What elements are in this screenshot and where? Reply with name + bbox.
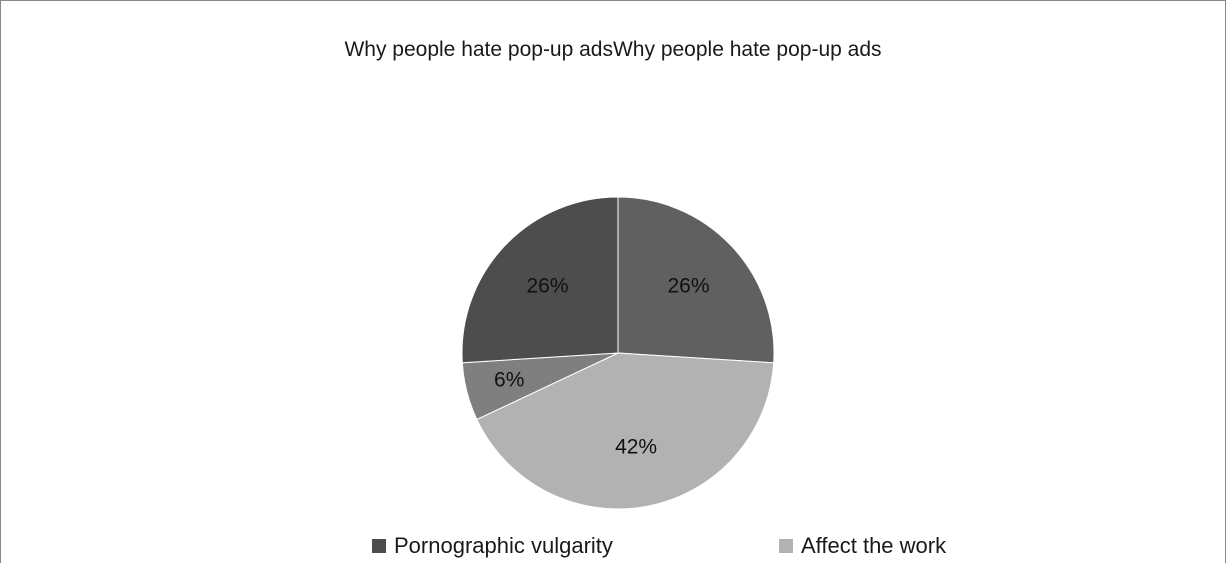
pie-slice-0: [617, 196, 775, 364]
pie-slice-label-2: 6%: [494, 368, 524, 391]
pie-labels: 26% 42% 6% 26%: [494, 274, 709, 458]
chart-title: Why people hate pop-up adsWhy people hat…: [344, 38, 882, 61]
legend-label-affect-the-work: Affect the work: [801, 533, 947, 558]
pie-slice-label-1: 42%: [615, 436, 657, 459]
pie-slice-label-3: 26%: [526, 274, 568, 297]
legend-swatch-affect-the-work: [779, 539, 793, 553]
legend: Pornographic vulgarity Affect the work: [0, 533, 1226, 563]
pie-slice-1: [476, 352, 775, 510]
pie-slice-3: [461, 196, 619, 364]
legend-item-pornographic-vulgarity: Pornographic vulgarity: [372, 533, 613, 559]
pie-slice-label-0: 26%: [667, 274, 709, 297]
legend-label-pornographic-vulgarity: Pornographic vulgarity: [394, 533, 613, 558]
pie-slices: [461, 196, 775, 510]
legend-item-affect-the-work: Affect the work: [779, 533, 946, 559]
legend-swatch-pornographic-vulgarity: [372, 539, 386, 553]
